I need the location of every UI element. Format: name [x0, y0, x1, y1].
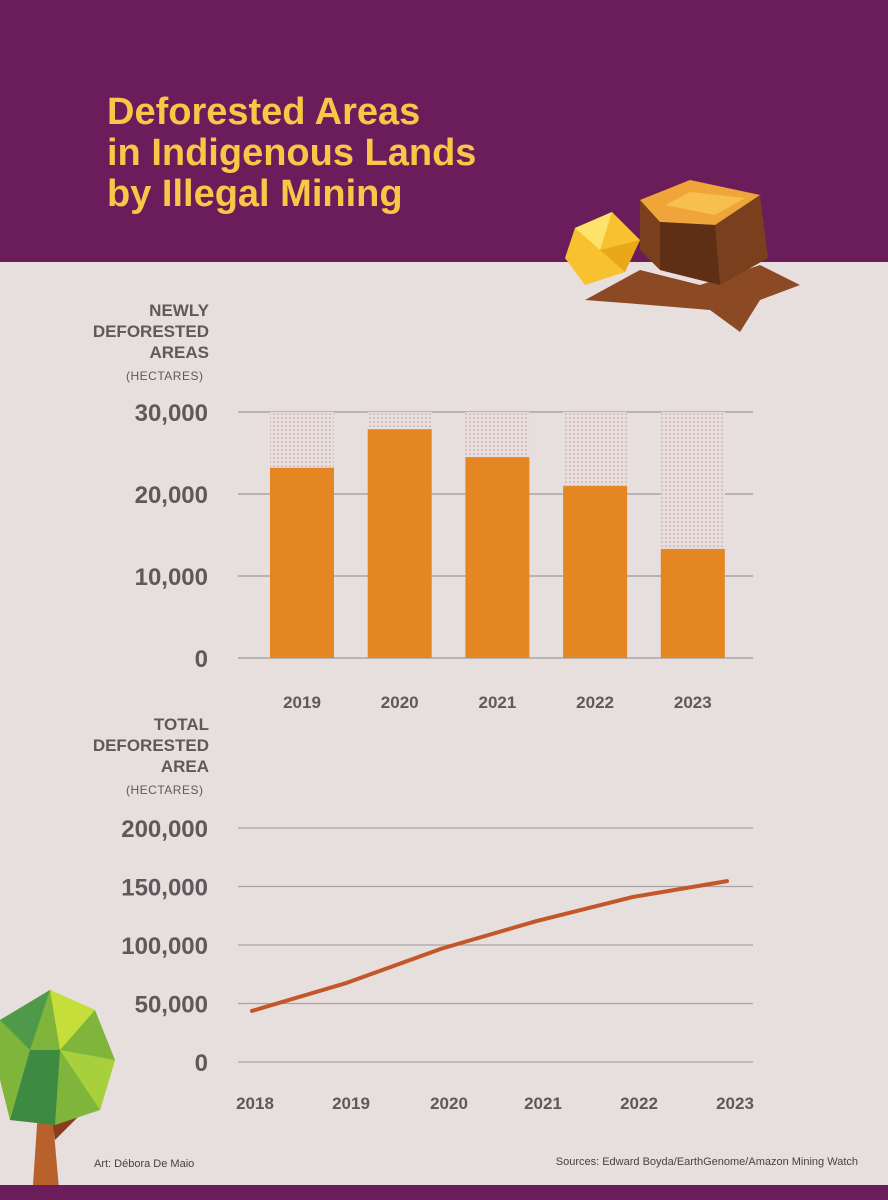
bar-remainder	[465, 412, 530, 458]
y-tick-label: 0	[195, 646, 208, 673]
bar-chart-ylabel: NEWLY DEFORESTED AREAS	[92, 301, 209, 362]
bar-remainder	[660, 412, 725, 549]
x-tick-label: 2021	[524, 1094, 562, 1113]
y-tick-label: 10,000	[135, 564, 208, 591]
x-tick-label: 2022	[620, 1094, 658, 1113]
y-tick-label: 20,000	[135, 482, 208, 509]
tree-icon	[0, 990, 115, 1200]
x-tick-label: 2020	[430, 1094, 468, 1113]
bar-remainder	[563, 412, 628, 486]
bar-chart-unit: (HECTARES)	[126, 369, 204, 383]
footer-bar	[0, 1185, 888, 1200]
x-tick-label: 2022	[576, 693, 614, 712]
bar-remainder	[270, 412, 334, 468]
bar	[563, 485, 628, 658]
line-chart-ylabel: TOTAL DEFORESTED AREA	[92, 715, 209, 776]
bar-remainder	[367, 412, 432, 430]
y-tick-label: 100,000	[121, 933, 208, 960]
x-tick-label: 2021	[478, 693, 516, 712]
x-tick-label: 2023	[716, 1094, 754, 1113]
bar	[270, 467, 334, 658]
x-tick-label: 2018	[236, 1094, 274, 1113]
gold-nugget-icon	[565, 212, 640, 285]
bar	[465, 457, 530, 658]
bar	[660, 548, 725, 658]
tree-stump-icon	[585, 180, 800, 332]
sources-credit: Sources: Edward Boyda/EarthGenome/Amazon…	[555, 1156, 858, 1168]
y-tick-label: 50,000	[135, 992, 208, 1019]
line-chart-unit: (HECTARES)	[126, 783, 204, 797]
bar	[367, 429, 432, 658]
x-tick-label: 2019	[283, 693, 321, 712]
y-tick-label: 0	[195, 1050, 208, 1077]
art-credit: Art: Débora De Maio	[94, 1158, 195, 1170]
page-title: Deforested Areas in Indigenous Lands by …	[107, 91, 477, 215]
x-tick-label: 2020	[381, 693, 419, 712]
x-tick-label: 2023	[674, 693, 712, 712]
y-tick-label: 200,000	[121, 816, 208, 843]
y-tick-label: 30,000	[135, 400, 208, 427]
x-tick-label: 2019	[332, 1094, 370, 1113]
series-line	[250, 879, 729, 1013]
y-tick-label: 150,000	[121, 875, 208, 902]
